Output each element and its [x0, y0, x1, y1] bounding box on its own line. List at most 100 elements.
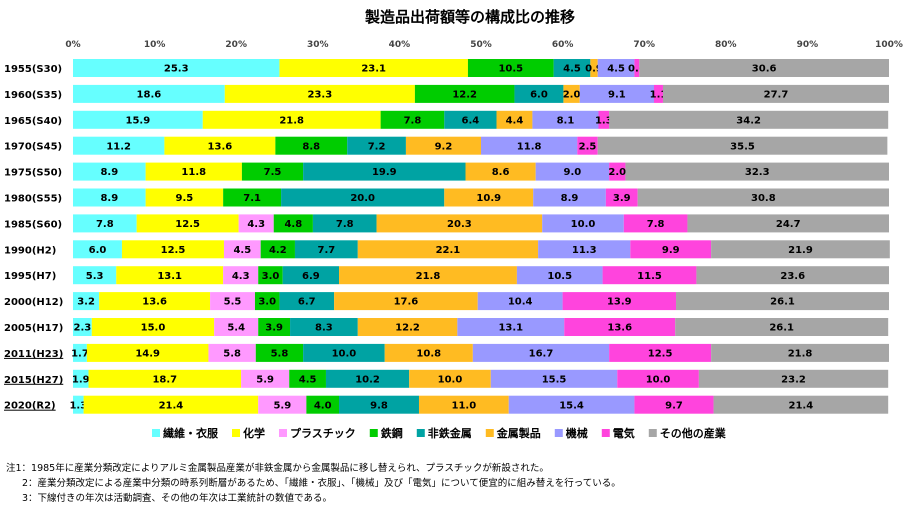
data-label: 21.8	[788, 349, 813, 360]
data-label: 9.8	[370, 400, 388, 411]
bar-segment	[533, 188, 606, 207]
data-label: 34.2	[736, 115, 761, 126]
bar-segment	[623, 214, 688, 233]
data-label: 22.1	[436, 245, 461, 256]
data-label: 30.8	[751, 193, 776, 204]
data-label: 4.5	[233, 245, 251, 256]
legend-swatch	[416, 429, 425, 437]
category-label: 1975(S50)	[4, 168, 62, 179]
bar-segment	[294, 240, 358, 259]
bar-segment	[639, 59, 889, 77]
data-label: 12.2	[452, 90, 477, 101]
bar-segment	[73, 240, 122, 259]
bar-segment	[73, 369, 89, 388]
data-label: 4.5	[563, 64, 581, 75]
bar-segment	[210, 292, 255, 311]
bar-segment	[86, 343, 209, 362]
category-label: 1985(S60)	[4, 219, 62, 230]
chart-title: 製造品出荷額等の構成比の推移	[364, 8, 575, 26]
bar-segment	[380, 110, 445, 129]
data-label: 13.1	[498, 323, 523, 334]
bar-segment	[73, 214, 137, 233]
bar-segment	[597, 59, 635, 77]
data-label: 2.3	[74, 323, 92, 334]
data-label: 26.1	[770, 297, 795, 308]
data-label: 3.9	[613, 193, 631, 204]
data-label: 8.9	[100, 167, 118, 178]
bar-segment	[490, 369, 618, 388]
data-label: 6.9	[302, 271, 320, 282]
bar-segment	[653, 84, 663, 103]
category-label: 1995(H7)	[4, 271, 56, 282]
x-tick-label: 50%	[470, 40, 492, 50]
data-label: 1.9	[72, 374, 90, 385]
bar-segment	[223, 240, 261, 259]
data-label: 12.5	[648, 349, 673, 360]
bar-segment	[496, 110, 533, 129]
x-tick-label: 80%	[715, 40, 737, 50]
bar-segment	[467, 59, 554, 77]
bar-segment	[676, 292, 889, 311]
bar-segment	[602, 266, 697, 285]
legend-swatch	[601, 429, 610, 437]
data-label: 0.9	[585, 64, 603, 75]
bar-segment	[579, 84, 654, 103]
category-label: 1970(S45)	[4, 142, 62, 153]
bar-segment	[514, 84, 564, 103]
bar-segment	[516, 266, 603, 285]
x-tick-label: 40%	[389, 40, 411, 50]
data-label: 3.0	[262, 271, 280, 282]
data-label: 35.5	[730, 141, 755, 152]
category-label: 1990(H2)	[4, 245, 56, 256]
data-label: 8.6	[492, 167, 510, 178]
data-label: 9.0	[564, 167, 582, 178]
legend-swatch	[369, 429, 378, 437]
data-label: 10.5	[547, 271, 572, 282]
bar-segment	[306, 395, 340, 414]
data-label: 2.5	[579, 141, 597, 152]
data-label: 13.6	[208, 141, 233, 152]
bar-segment	[279, 59, 468, 77]
bar-segment	[241, 162, 304, 181]
x-tick-label: 0%	[65, 40, 80, 50]
data-label: 10.4	[508, 297, 533, 308]
category-label: 2020(R2)	[4, 401, 56, 412]
bar-segment	[325, 369, 410, 388]
data-label: 7.8	[96, 219, 114, 230]
category-label: 2005(H17)	[4, 323, 63, 334]
legend-swatch	[648, 429, 657, 437]
data-label: 11.2	[106, 141, 131, 152]
legend: 繊維・衣服 化学 プラスチック 鉄鋼 非鉄金属 金属製品 機械 電気 その他の産業	[152, 426, 727, 440]
bar-segment	[590, 59, 598, 77]
data-label: 7.7	[318, 245, 336, 256]
bar-segment	[414, 84, 515, 103]
legend-swatch	[485, 429, 494, 437]
x-tick-label: 90%	[797, 40, 819, 50]
bar-segment	[279, 292, 335, 311]
bar-segment	[634, 395, 714, 414]
data-label: 13.1	[157, 271, 182, 282]
bar-segment	[609, 110, 889, 129]
data-label: 8.8	[302, 141, 320, 152]
bar-segment	[312, 214, 377, 233]
data-label: 21.8	[416, 271, 441, 282]
legend-label: 機械	[566, 426, 588, 440]
data-label: 7.5	[264, 167, 282, 178]
category-label: 1960(S35)	[4, 90, 62, 101]
bar-segment	[553, 59, 591, 77]
data-label: 5.9	[256, 374, 274, 385]
data-label: 5.8	[223, 349, 241, 360]
bar-segment	[73, 136, 165, 155]
data-label: 21.9	[788, 245, 813, 256]
bar-segment	[258, 318, 291, 336]
data-label: 27.7	[764, 90, 789, 101]
note-1: 注1：1985年に産業分類改定によりアルミ金属製品産業が非鉄金属から金属製品に移…	[6, 463, 549, 474]
bar-segment	[376, 214, 543, 233]
data-label: 3.9	[265, 323, 283, 334]
data-label: 11.8	[517, 141, 542, 152]
bar-segment	[202, 110, 381, 129]
bar-segment	[609, 162, 626, 181]
data-label: 5.9	[273, 400, 291, 411]
data-label: 0.6	[628, 64, 646, 75]
bar-segment	[273, 214, 313, 233]
